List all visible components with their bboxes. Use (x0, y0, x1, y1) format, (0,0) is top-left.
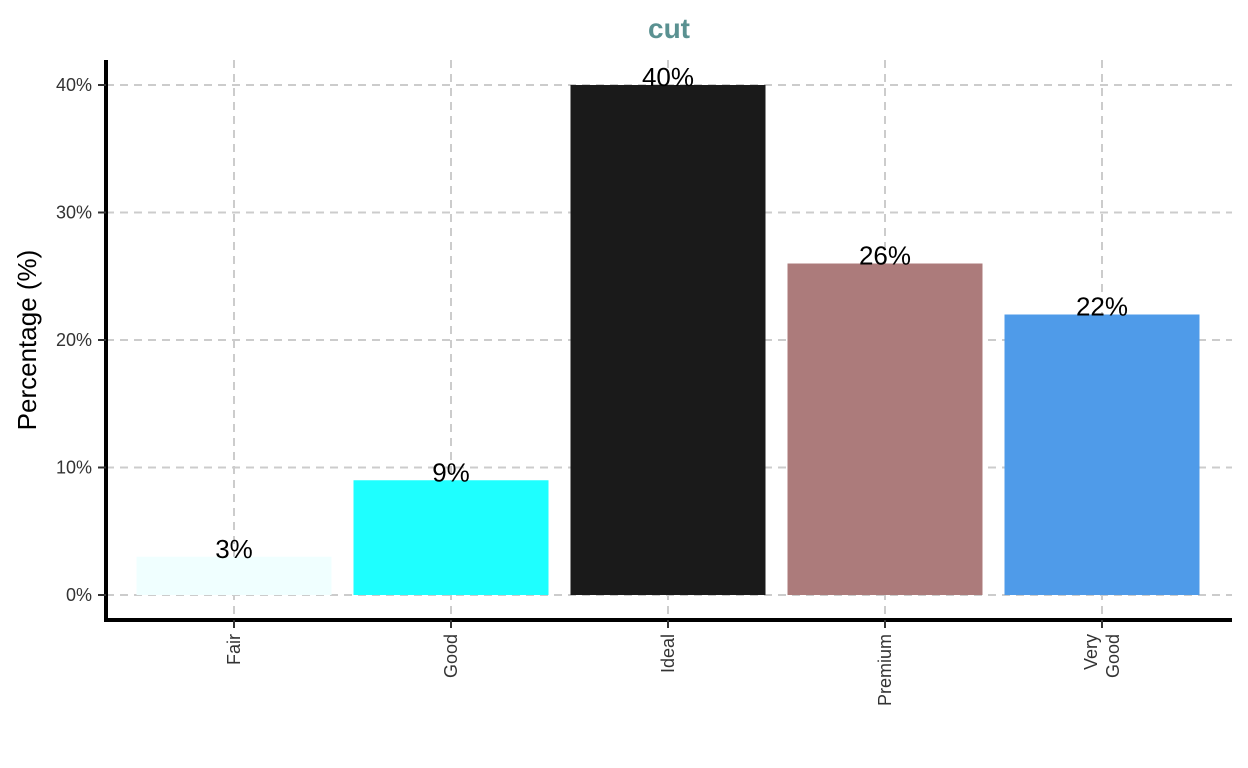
x-tick-labels: Fair Good Ideal Premium Very Good (224, 620, 1123, 706)
x-tick-label-line: Ideal (658, 634, 678, 673)
x-tick-label-line: Premium (875, 634, 895, 706)
data-label: 9% (432, 457, 470, 487)
chart-title: cut (648, 13, 690, 44)
x-tick-label: Good (441, 634, 461, 678)
data-label: 40% (642, 62, 694, 92)
y-tick-label: 20% (56, 330, 92, 350)
bar-premium (787, 263, 983, 595)
bar-ideal (570, 85, 766, 595)
y-tick-label: 30% (56, 203, 92, 223)
x-tick-label: Ideal (658, 634, 678, 673)
x-tick-label: Fair (224, 634, 244, 665)
y-tick-label: 40% (56, 75, 92, 95)
x-tick-label-line: Very (1081, 634, 1101, 670)
x-tick-label-line: Good (441, 634, 461, 678)
x-tick-label: Premium (875, 634, 895, 706)
bars (136, 85, 1200, 595)
x-tick-label-line: Good (1103, 634, 1123, 678)
bar-good (353, 480, 549, 595)
bar-very-good (1004, 314, 1200, 595)
x-tick-label-line: Fair (224, 634, 244, 665)
y-tick-label: 0% (66, 585, 92, 605)
x-tick-label: Very Good (1081, 634, 1123, 678)
y-tick-label: 10% (56, 458, 92, 478)
bar-fair (136, 556, 332, 595)
y-axis-label: Percentage (%) (12, 250, 42, 431)
y-tick-labels: 0% 10% 20% 30% 40% (56, 75, 106, 605)
data-labels: 3% 9% 40% 26% 22% (215, 62, 1128, 564)
data-label: 22% (1076, 292, 1128, 322)
data-label: 26% (859, 241, 911, 271)
data-label: 3% (215, 534, 253, 564)
